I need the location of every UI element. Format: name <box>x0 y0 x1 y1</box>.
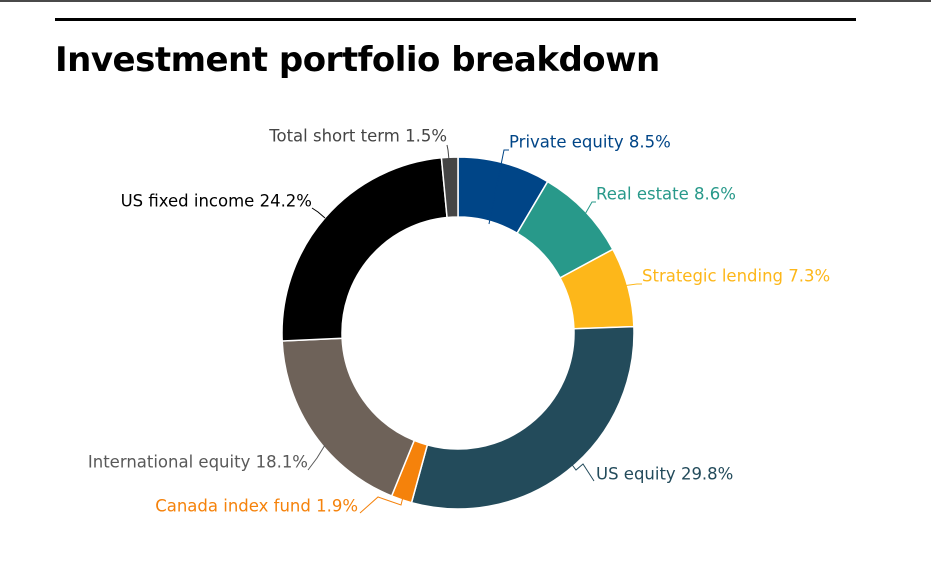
chart-title: Investment portfolio breakdown <box>55 40 660 80</box>
slice-label: Strategic lending 7.3% <box>642 267 830 286</box>
leader-line <box>579 201 596 224</box>
donut-slice <box>281 337 416 497</box>
title-rule <box>55 18 856 21</box>
leader-line <box>311 207 326 219</box>
slice-label: Total short term 1.5% <box>268 127 447 146</box>
leader-line <box>566 457 595 482</box>
slice-label: US fixed income 24.2% <box>121 192 312 211</box>
slice-label: US equity 29.8% <box>596 465 733 484</box>
leader-line <box>488 149 509 225</box>
leader-line <box>307 444 326 471</box>
donut-slice <box>410 325 635 510</box>
leader-line <box>621 283 642 287</box>
donut-slice <box>281 156 448 342</box>
slice-label: Canada index fund 1.9% <box>155 497 358 516</box>
leader-line <box>446 144 450 161</box>
slice-label: International equity 18.1% <box>88 453 308 472</box>
slice-label: Private equity 8.5% <box>509 133 671 152</box>
top-border <box>0 0 931 2</box>
slice-label: Real estate 8.6% <box>596 185 736 204</box>
donut-slice <box>440 156 459 219</box>
leader-line <box>359 492 405 514</box>
